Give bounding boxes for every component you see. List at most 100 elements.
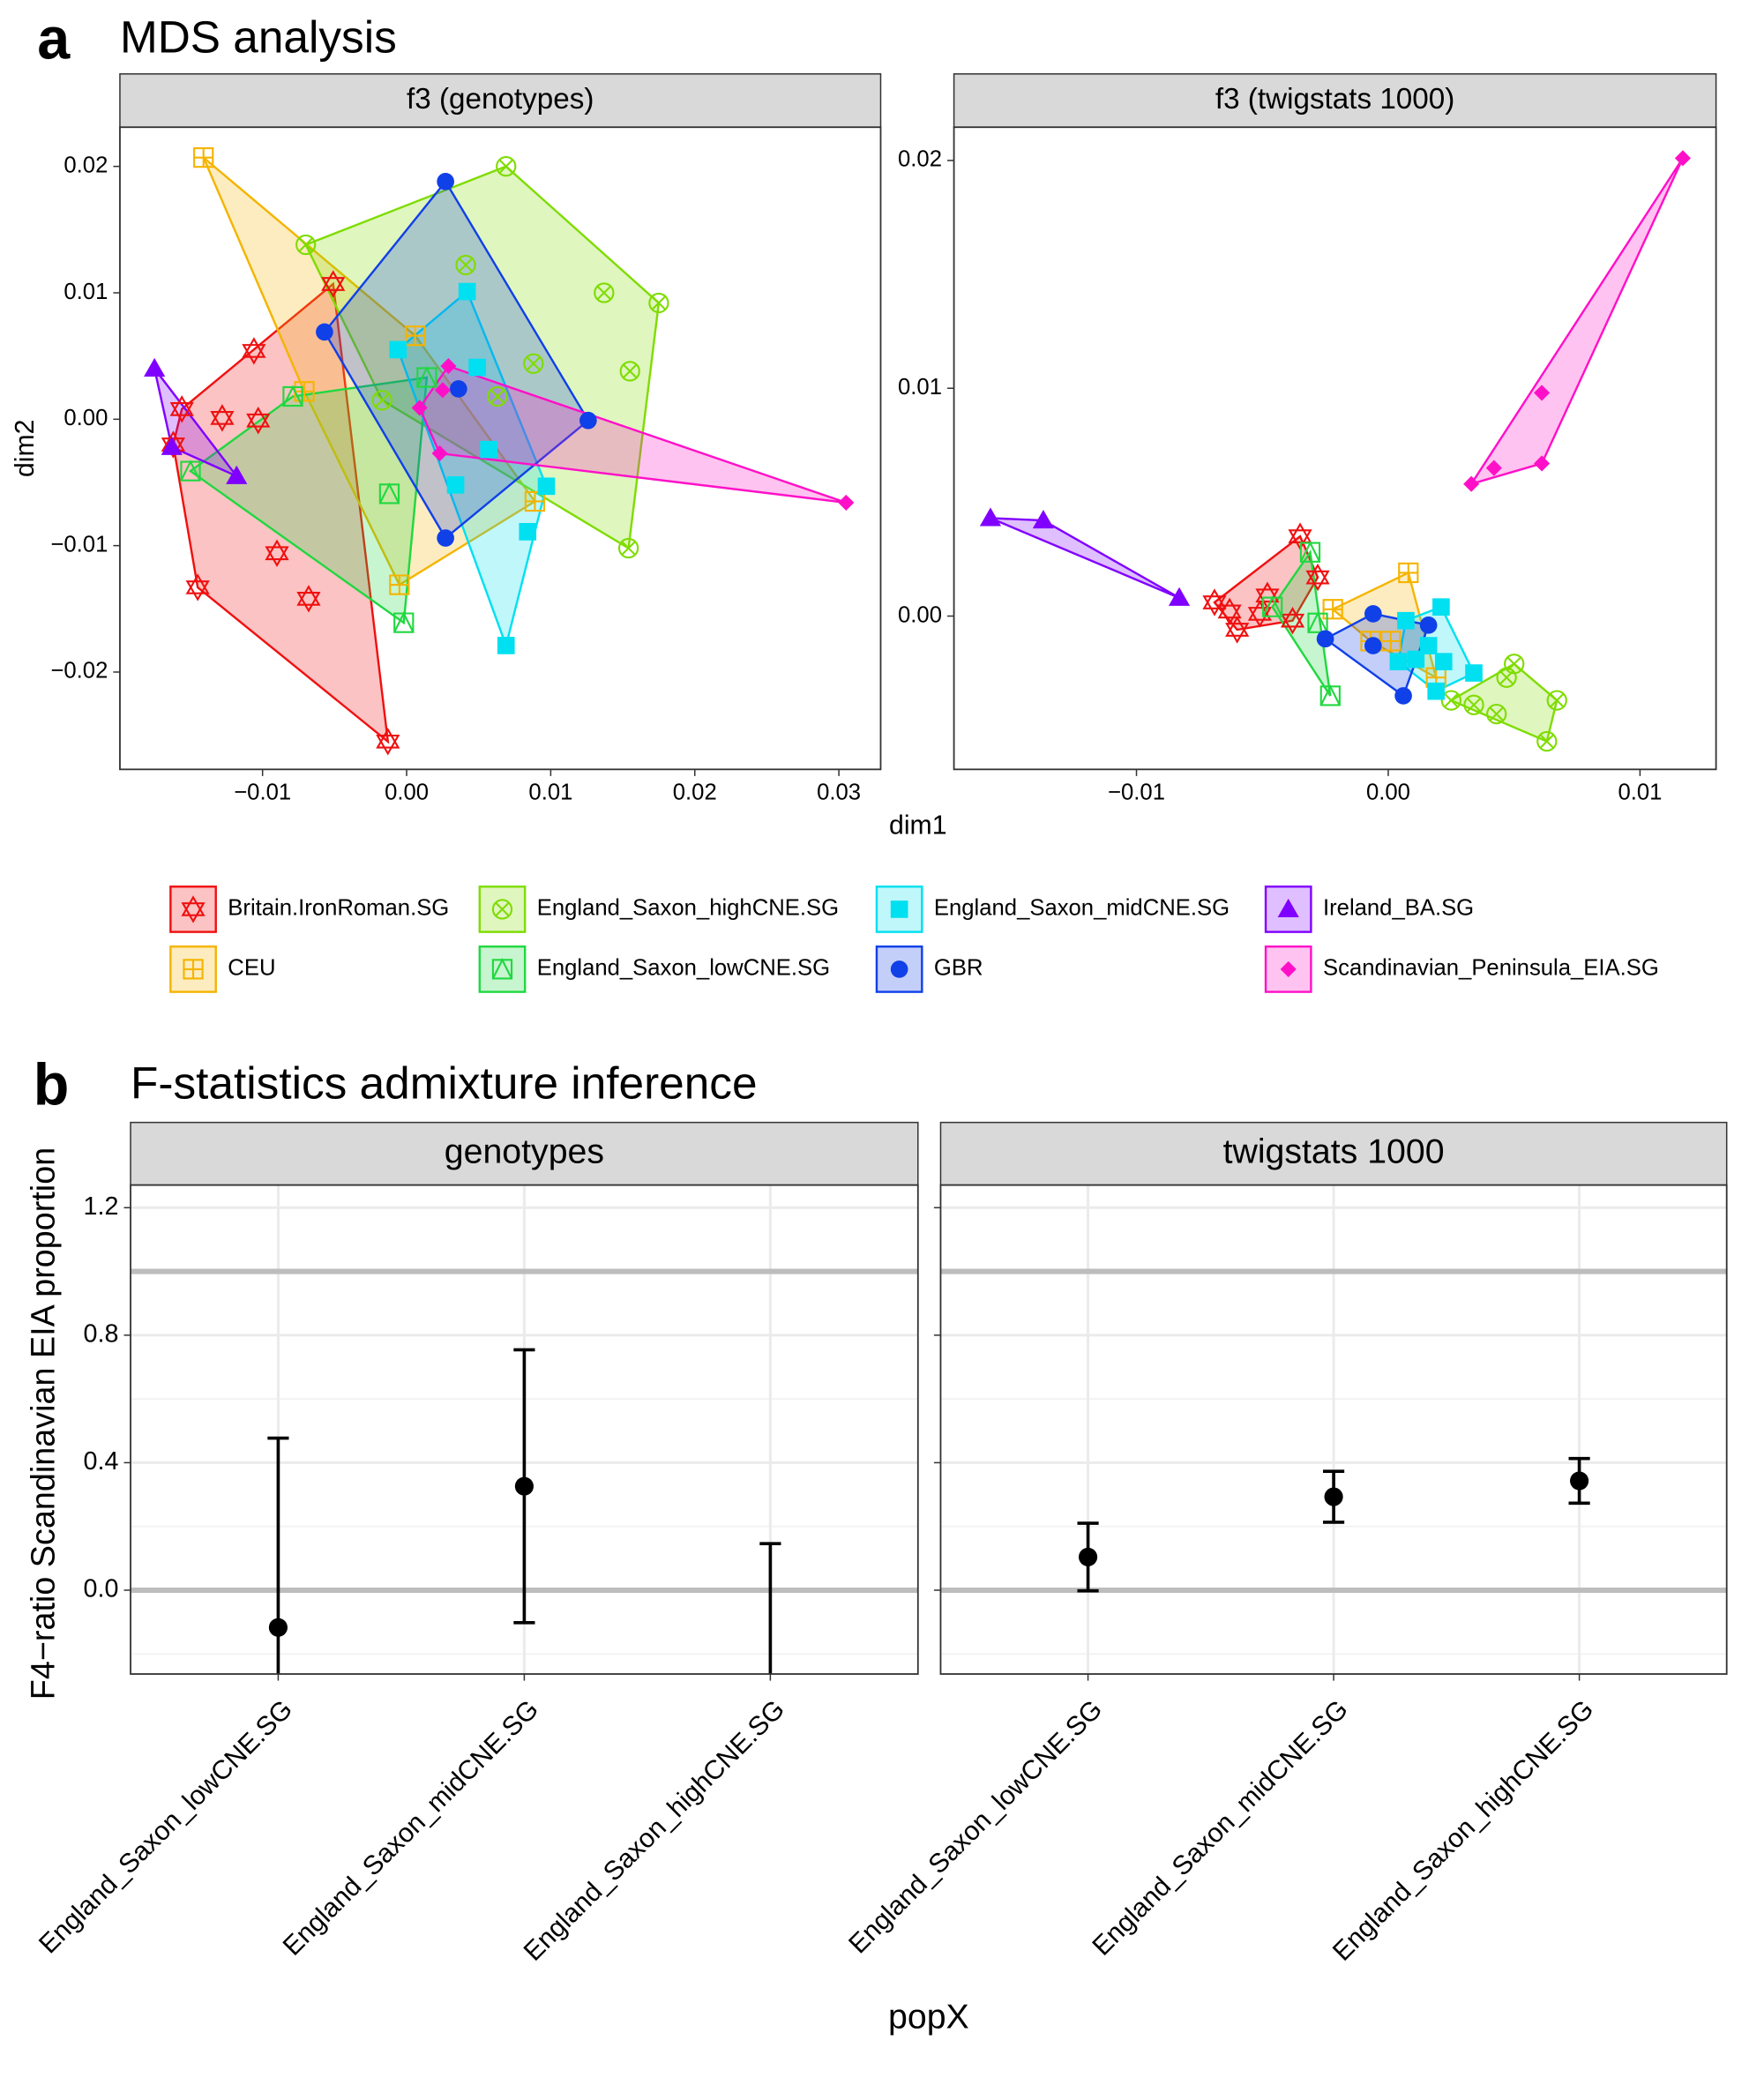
point [1217,597,1242,626]
point [440,358,457,375]
point [1463,475,1480,492]
section-title: F-statistics admixture inference [131,1057,758,1108]
point [378,482,400,504]
x-tick-label: 0.03 [817,780,861,804]
point [437,173,454,191]
point [169,395,194,423]
point [1168,587,1191,606]
point [1419,617,1438,634]
point [321,270,346,298]
legend-label: GBR [934,956,983,981]
point [450,380,467,398]
strip-label: genotypes [445,1132,604,1171]
x-axis-label: dim1 [889,811,946,840]
hull [153,368,238,477]
point [519,523,537,541]
legend-symbol [890,901,908,918]
point [1364,637,1382,654]
point [1398,562,1419,584]
y-tick-label: −0.01 [50,532,108,557]
legend-symbol [181,895,206,923]
point [242,337,266,365]
y-tick-label: 0.00 [898,602,942,627]
hull [990,517,1180,599]
hull [188,376,429,625]
point [1496,667,1517,688]
strip-label: f3 (genotypes) [407,83,594,116]
legend-label: CEU [228,956,275,981]
point [393,611,415,633]
x-tick-label: England_Saxon_lowCNE.SG [34,1695,298,1960]
y-tick-label: −0.02 [50,659,108,684]
point [376,728,400,756]
point [468,358,486,377]
legend-key [478,945,527,993]
point [389,340,407,359]
y-tick-label: 0.4 [84,1447,119,1476]
legend-label: England_Saxon_lowCNE.SG [537,956,830,981]
point [1440,690,1461,711]
x-tick-label: England_Saxon_midCNE.SG [1087,1695,1353,1962]
point [1262,595,1283,617]
point [316,323,333,341]
panel-letter: b [34,1052,70,1117]
point [282,385,303,407]
x-tick-label: England_Saxon_lowCNE.SG [843,1695,1108,1960]
plot-area [131,1184,918,1675]
legend-label: Ireland_BA.SG [1323,896,1474,921]
hull [1469,157,1685,486]
point [1324,1487,1343,1506]
x-tick-label: 0.00 [1366,780,1410,804]
point [514,1476,534,1496]
strip-label: f3 (twigstats 1000) [1215,83,1454,116]
point [1394,687,1412,705]
point [1534,455,1551,472]
point [295,234,317,256]
point [480,440,497,459]
point [1536,731,1558,752]
plot-area [979,150,1692,752]
legend-label: Britain.IronRoman.SG [228,896,449,921]
y-tick-label: 0.01 [64,280,108,304]
legend-label: England_Saxon_midCNE.SG [934,896,1230,921]
x-tick-label: −0.01 [234,780,291,804]
y-tick-label: 0.02 [898,147,942,172]
point [455,254,476,276]
strip [130,1121,919,1186]
point [617,537,639,559]
point [594,282,615,303]
point [1432,598,1450,616]
point [226,465,248,484]
point [497,637,515,654]
point [161,436,183,455]
point [1534,385,1551,401]
point [1486,704,1507,725]
legend-symbol [1280,960,1297,977]
x-tick-label: 0.00 [385,780,429,804]
legend-symbol [491,899,513,920]
point [1389,653,1408,670]
point [1032,509,1054,529]
point [537,477,556,496]
point [523,353,544,374]
point [1465,664,1483,682]
point [434,382,451,399]
panel-letter: a [37,7,71,72]
point [405,325,426,347]
point [648,292,669,314]
panel-border [953,126,1717,771]
point [265,539,289,567]
y-axis-label: dim2 [11,420,40,477]
legend-symbol [491,957,513,980]
point [1546,690,1567,711]
point [1427,682,1446,700]
panel-border [939,1184,1728,1675]
y-tick-label: 0.0 [84,1575,119,1603]
point [1419,637,1438,654]
legend-symbol [890,960,908,978]
point [296,585,321,613]
x-tick-label: England_Saxon_midCNE.SG [278,1695,544,1962]
point [979,507,1002,527]
panel-border [130,1184,919,1675]
legend-label: England_Saxon_highCNE.SG [537,896,839,921]
